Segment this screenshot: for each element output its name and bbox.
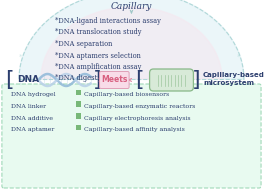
Text: *DNA amplification assay: *DNA amplification assay	[55, 63, 142, 71]
Text: *: *	[237, 54, 240, 60]
Polygon shape	[41, 7, 222, 79]
Text: *: *	[237, 82, 240, 88]
Text: [: [	[135, 70, 144, 90]
Bar	[76, 90, 81, 95]
Text: *DNA aptamers selection: *DNA aptamers selection	[55, 51, 141, 60]
Bar	[76, 101, 81, 107]
FancyBboxPatch shape	[100, 71, 129, 88]
Text: *DNA-ligand interactions assay: *DNA-ligand interactions assay	[55, 17, 161, 25]
Text: *DNA translocation study: *DNA translocation study	[55, 29, 142, 36]
Text: Capillary-based biosensors: Capillary-based biosensors	[84, 92, 169, 97]
Bar	[76, 125, 81, 130]
Text: DNA linker: DNA linker	[11, 104, 46, 109]
Text: Capillary electrophoresis analysis: Capillary electrophoresis analysis	[84, 116, 190, 121]
Text: Capillary-based
microsystem: Capillary-based microsystem	[203, 72, 265, 86]
Text: DNA: DNA	[17, 75, 39, 84]
Text: Capillary-based affinity analysis: Capillary-based affinity analysis	[84, 127, 185, 132]
Text: ]: ]	[192, 70, 200, 90]
Text: DNA aptamer: DNA aptamer	[11, 127, 55, 132]
FancyBboxPatch shape	[150, 69, 193, 91]
Text: DNA additive: DNA additive	[11, 116, 54, 121]
Text: *DNA digestion: *DNA digestion	[55, 74, 108, 83]
Text: *: *	[19, 54, 23, 60]
Text: [: [	[5, 70, 14, 90]
Bar	[76, 113, 81, 119]
Text: *DNA separation: *DNA separation	[55, 40, 113, 48]
Text: Capillary: Capillary	[111, 2, 152, 11]
Text: *: *	[19, 82, 23, 88]
Text: DNA hydrogel: DNA hydrogel	[11, 92, 56, 97]
Text: Meets: Meets	[101, 75, 128, 84]
Text: Capillary-based enzymatic reactors: Capillary-based enzymatic reactors	[84, 104, 195, 109]
Polygon shape	[19, 0, 244, 79]
FancyBboxPatch shape	[2, 84, 261, 188]
Text: ]: ]	[92, 70, 101, 90]
